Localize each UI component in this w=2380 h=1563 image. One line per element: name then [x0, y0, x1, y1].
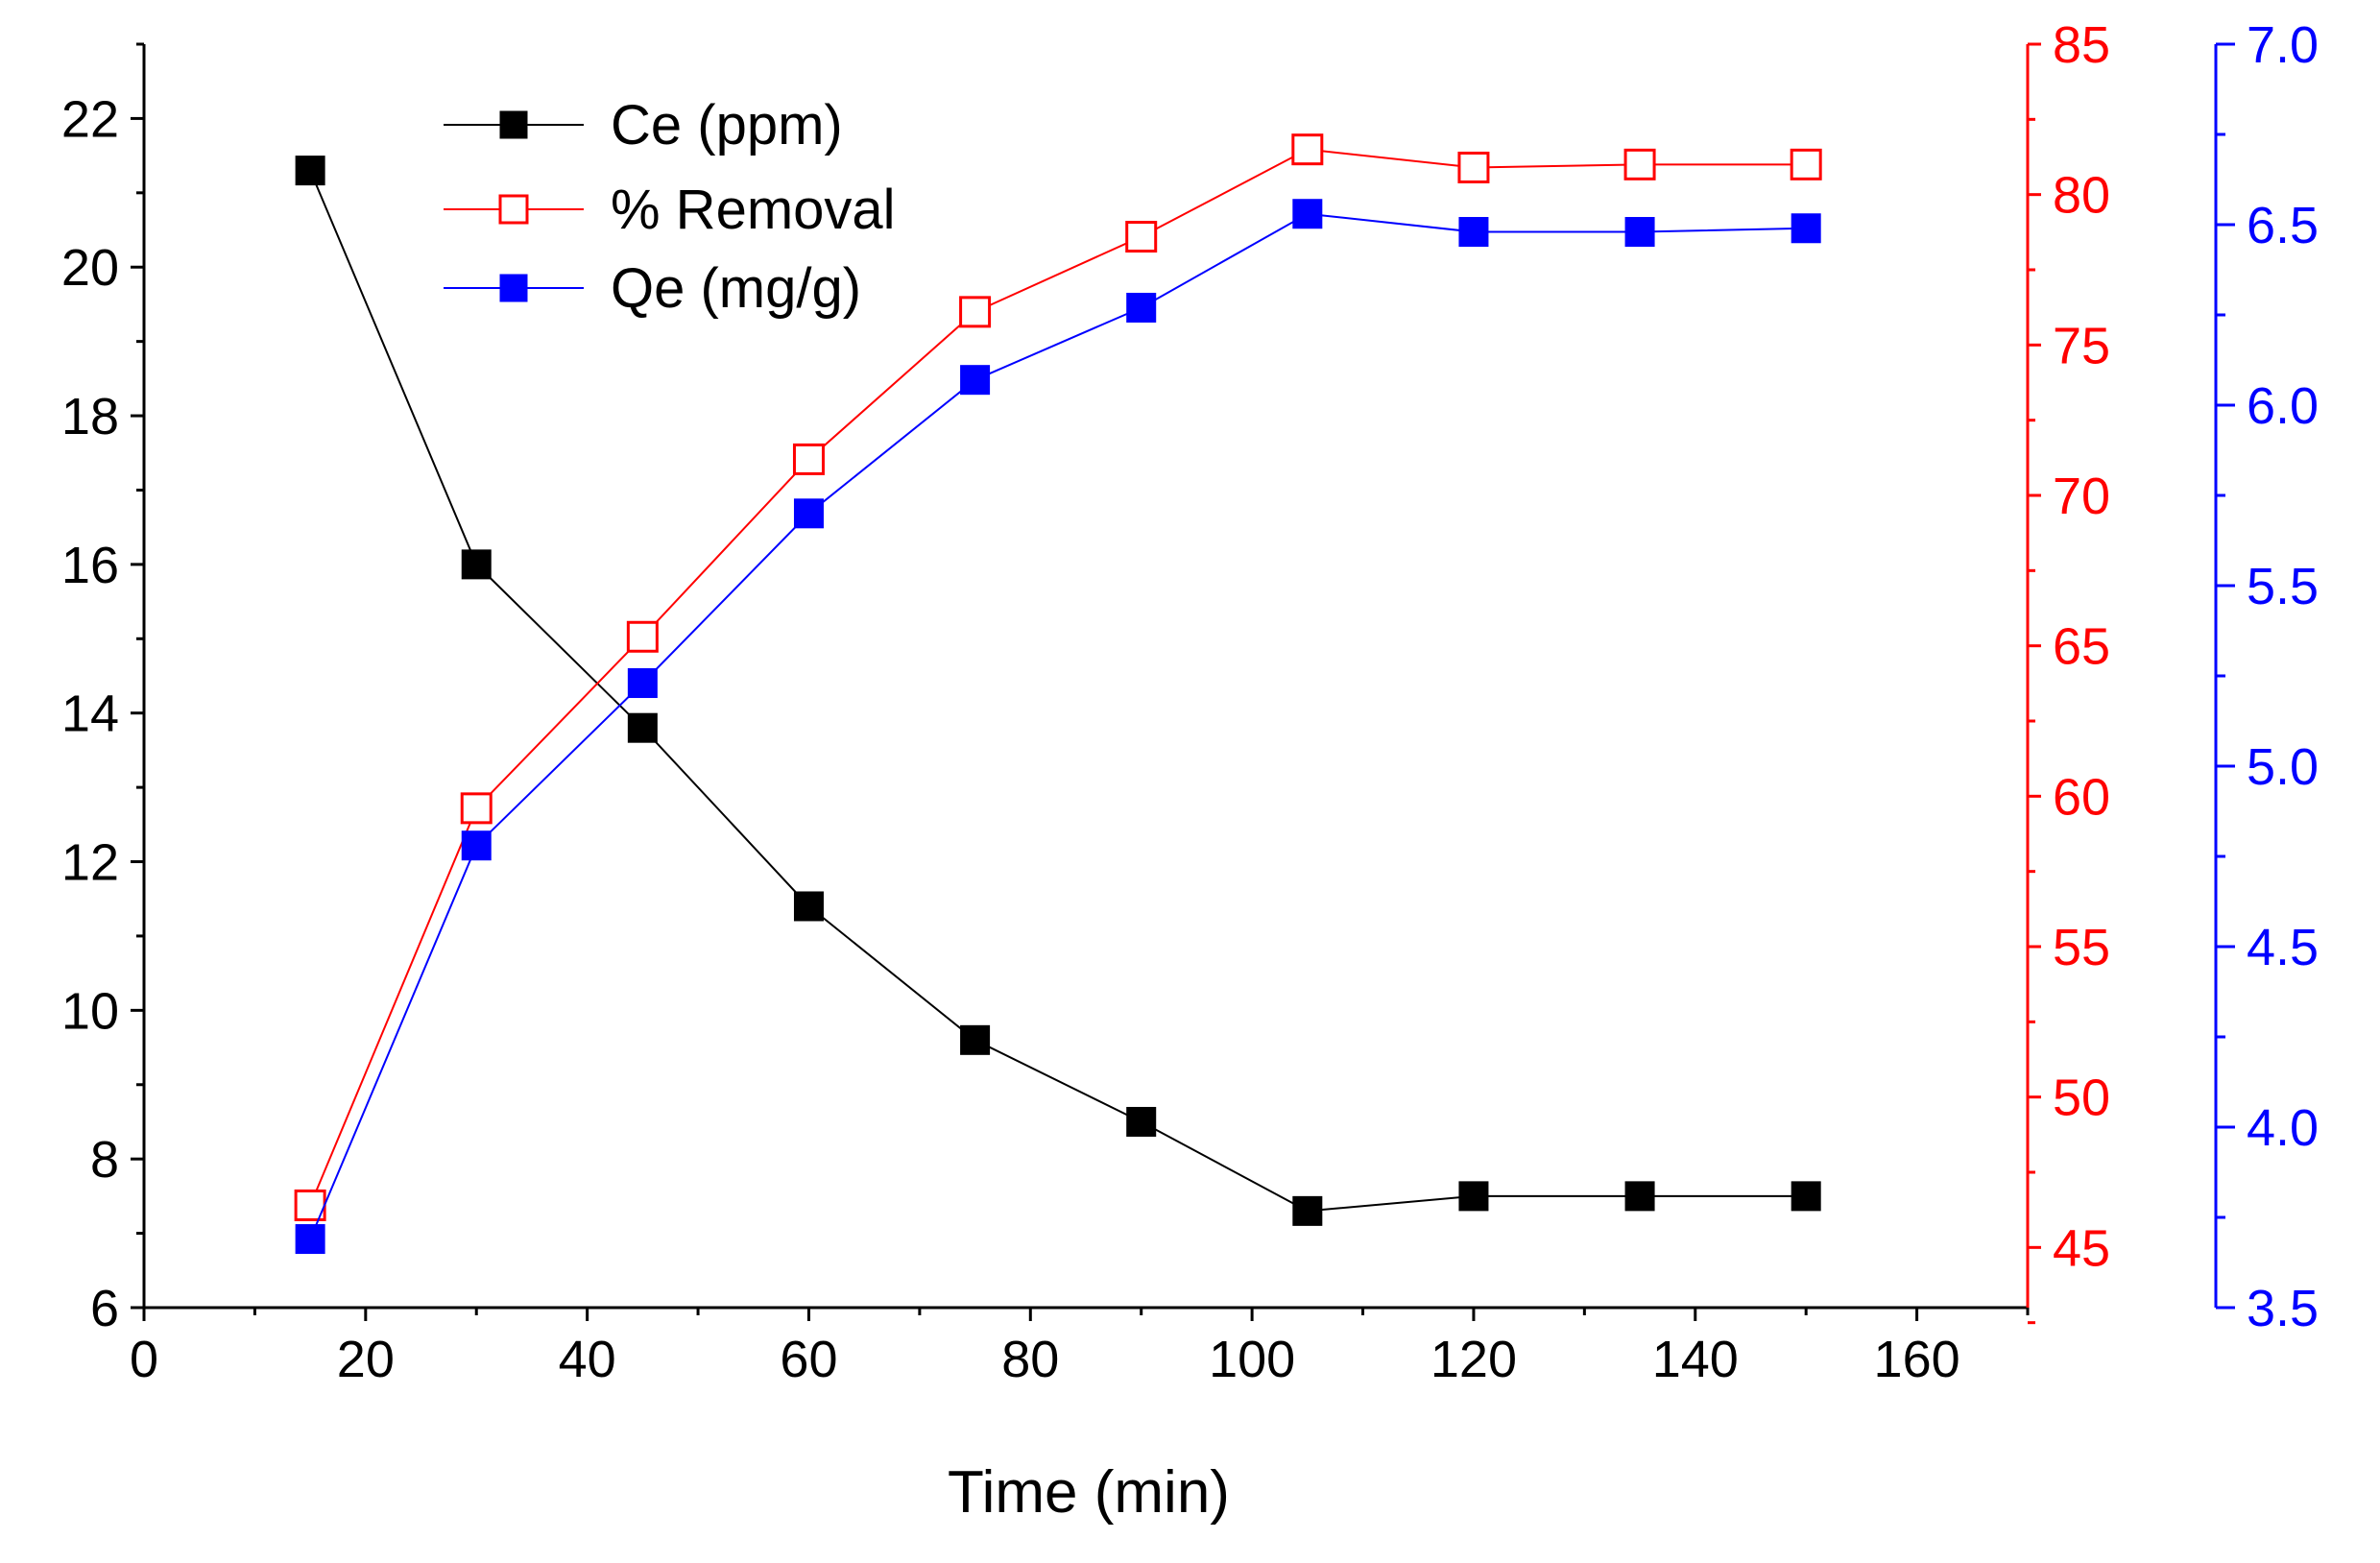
- data-point-removal: [1457, 151, 1490, 183]
- data-point-ce-ppm: [793, 891, 824, 922]
- data-point-ce-ppm: [1458, 1181, 1489, 1212]
- data-point-ce-ppm: [627, 712, 658, 743]
- legend-marker: [499, 110, 528, 139]
- data-point-qe-mg-g: [1458, 217, 1489, 248]
- right2-tick-label: 5.5: [2247, 558, 2319, 615]
- data-point-ce-ppm: [960, 1024, 991, 1055]
- x-tick-label: 100: [1209, 1331, 1295, 1388]
- right-tick-label: 85: [2053, 16, 2110, 74]
- right2-tick-label: 6.5: [2247, 197, 2319, 254]
- left-tick-label: 14: [61, 685, 119, 743]
- right2-tick-label: 3.5: [2247, 1280, 2319, 1337]
- left-tick-label: 10: [61, 982, 119, 1040]
- data-point-qe-mg-g: [1126, 292, 1157, 323]
- right2-tick-label: 6.0: [2247, 377, 2319, 435]
- plot-frame: [142, 44, 2218, 1310]
- data-point-removal: [460, 792, 493, 825]
- left-tick-label: 22: [61, 90, 119, 148]
- data-point-ce-ppm: [1624, 1181, 1655, 1212]
- data-point-ce-ppm: [1791, 1181, 1821, 1212]
- x-tick-label: 0: [130, 1331, 158, 1388]
- right2-tick-label: 7.0: [2247, 16, 2319, 74]
- data-point-ce-ppm: [295, 156, 325, 186]
- left-tick-label: 16: [61, 537, 119, 594]
- data-point-qe-mg-g: [627, 668, 658, 699]
- legend-marker: [498, 194, 529, 225]
- data-point-qe-mg-g: [1791, 213, 1821, 244]
- x-tick-label: 160: [1874, 1331, 1960, 1388]
- data-point-ce-ppm: [461, 549, 492, 580]
- x-tick-label: 20: [337, 1331, 395, 1388]
- x-axis-title: Time (min): [948, 1459, 1230, 1526]
- data-point-removal: [1790, 148, 1822, 180]
- left-tick-label: 12: [61, 834, 119, 892]
- data-point-qe-mg-g: [960, 365, 991, 396]
- data-point-qe-mg-g: [461, 830, 492, 861]
- left-tick-label: 18: [61, 388, 119, 445]
- right-tick-label: 65: [2053, 618, 2110, 676]
- data-point-ce-ppm: [1292, 1195, 1323, 1226]
- axes-layer: 0 20 40 60 80 100 120 140 160 6 8 10 12 14 16 18 20 22 45 5…: [61, 16, 2319, 1388]
- legend-marker: [499, 274, 528, 302]
- right2-tick-label: 4.0: [2247, 1099, 2319, 1157]
- data-point-qe-mg-g: [793, 498, 824, 529]
- data-point-removal: [792, 443, 825, 475]
- x-tick-label: 60: [780, 1331, 837, 1388]
- series-layer: [294, 133, 1822, 1255]
- right-tick-label: 70: [2053, 468, 2110, 525]
- right-tick-label: 55: [2053, 919, 2110, 976]
- right-tick-label: 60: [2053, 768, 2110, 826]
- series-line-ce-ppm: [309, 170, 1807, 1213]
- data-point-removal: [1291, 133, 1324, 166]
- left-tick-label: 6: [90, 1280, 119, 1337]
- series-line-removal: [309, 148, 1807, 1206]
- data-point-removal: [1125, 221, 1158, 253]
- right-tick-label: 75: [2053, 317, 2110, 374]
- legend: Ce (ppm) % Removal Qe (mg/g): [444, 94, 896, 320]
- data-point-qe-mg-g: [1292, 199, 1323, 229]
- right2-tick-label: 4.5: [2247, 919, 2319, 976]
- legend-label: Qe (mg/g): [611, 257, 861, 320]
- left-tick-label: 20: [61, 239, 119, 297]
- data-point-removal: [1623, 148, 1656, 180]
- x-tick-label: 120: [1430, 1331, 1517, 1388]
- legend-label: % Removal: [611, 179, 896, 241]
- data-point-ce-ppm: [1126, 1106, 1157, 1137]
- right-tick-label: 80: [2053, 167, 2110, 225]
- series-line-qe-mg-g: [309, 212, 1807, 1239]
- right2-tick-label: 5.0: [2247, 738, 2319, 796]
- x-tick-label: 80: [1001, 1331, 1059, 1388]
- left-tick-label: 8: [90, 1131, 119, 1189]
- right-tick-label: 50: [2053, 1070, 2110, 1127]
- right-tick-label: 45: [2053, 1219, 2110, 1277]
- legend-label: Ce (ppm): [611, 94, 843, 156]
- x-tick-label: 40: [559, 1331, 616, 1388]
- x-tick-label: 140: [1652, 1331, 1739, 1388]
- data-point-removal: [959, 296, 992, 328]
- data-point-qe-mg-g: [295, 1224, 325, 1255]
- data-point-removal: [626, 620, 659, 653]
- data-point-qe-mg-g: [1624, 217, 1655, 248]
